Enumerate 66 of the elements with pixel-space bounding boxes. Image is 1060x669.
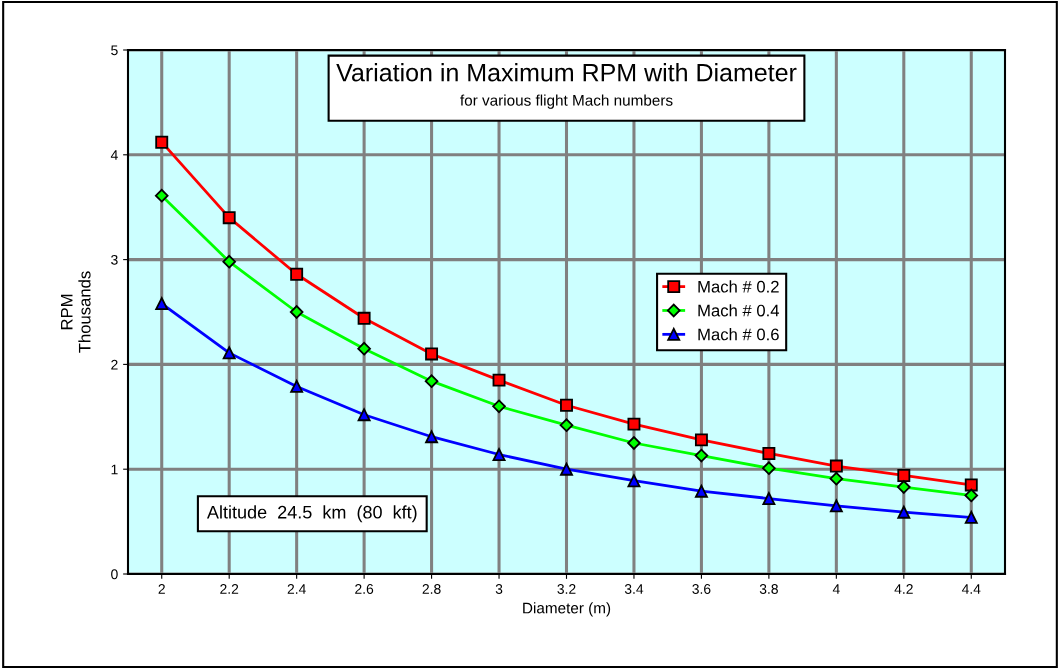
point — [897, 505, 911, 519]
legend-label: Mach # 0.6 — [698, 328, 779, 341]
point — [694, 484, 708, 498]
point — [289, 305, 304, 319]
point — [559, 418, 574, 432]
point — [627, 417, 641, 431]
x-tick-label: 3.2 — [557, 584, 576, 594]
x-tick-label: 3.6 — [692, 584, 711, 594]
point — [762, 447, 776, 460]
point — [964, 488, 979, 503]
point — [762, 492, 776, 506]
point — [897, 469, 911, 482]
point — [222, 211, 236, 225]
x-tick-label: 4 — [832, 584, 840, 594]
point — [155, 297, 169, 311]
point — [154, 188, 169, 203]
annotation: Altitude 24.5 km (80 kft) — [206, 505, 417, 523]
y-tick-label: 3 — [111, 254, 118, 265]
point — [222, 346, 236, 360]
x-tick-label: 2.4 — [287, 584, 306, 594]
y-tick-label: 4 — [110, 150, 118, 160]
point — [425, 430, 439, 444]
point — [492, 399, 506, 414]
point — [424, 374, 439, 388]
point — [897, 480, 911, 494]
point — [762, 461, 776, 475]
y-axis-title: RPM Thousands — [61, 271, 91, 353]
point — [492, 448, 506, 461]
point — [357, 341, 371, 356]
point — [964, 478, 978, 492]
point — [829, 499, 843, 513]
point — [627, 474, 641, 488]
point — [627, 436, 641, 450]
point — [222, 254, 236, 269]
point — [155, 135, 169, 149]
x-tick-label: 3.4 — [624, 584, 644, 594]
x-tick-label: 4.2 — [894, 584, 913, 594]
x-tick-label: 2.2 — [220, 584, 239, 594]
x-tick-label: 2.8 — [422, 584, 441, 594]
y-tick-label: 1 — [111, 464, 118, 475]
chart-title: Variation in Maximum RPM with Diameter — [336, 63, 797, 82]
x-tick-label: 4.4 — [961, 584, 981, 594]
legend-label: Mach # 0.4 — [698, 304, 780, 317]
point — [357, 408, 371, 422]
point — [290, 379, 304, 393]
point — [829, 459, 843, 473]
y-tick-label: 0 — [111, 569, 118, 580]
text: for various flight Mach numbers — [460, 94, 673, 109]
y-tick-label: 2 — [111, 359, 118, 370]
legend-label: Mach # 0.2 — [698, 280, 779, 293]
point — [290, 267, 304, 281]
y-tick-label: 5 — [111, 45, 118, 56]
x-tick-label: 2 — [158, 584, 165, 594]
x-tick-label: 3.8 — [759, 584, 778, 594]
x-axis-title: Diameter (m) — [523, 602, 611, 617]
x-tick-label: 2.6 — [355, 584, 374, 594]
point — [357, 311, 371, 325]
point — [425, 347, 439, 361]
point — [964, 510, 978, 524]
point — [560, 462, 573, 476]
point — [829, 471, 844, 486]
point — [560, 398, 573, 412]
x-tick-label: 3 — [495, 584, 503, 594]
point — [694, 433, 708, 447]
point — [694, 448, 709, 463]
point — [492, 373, 506, 387]
